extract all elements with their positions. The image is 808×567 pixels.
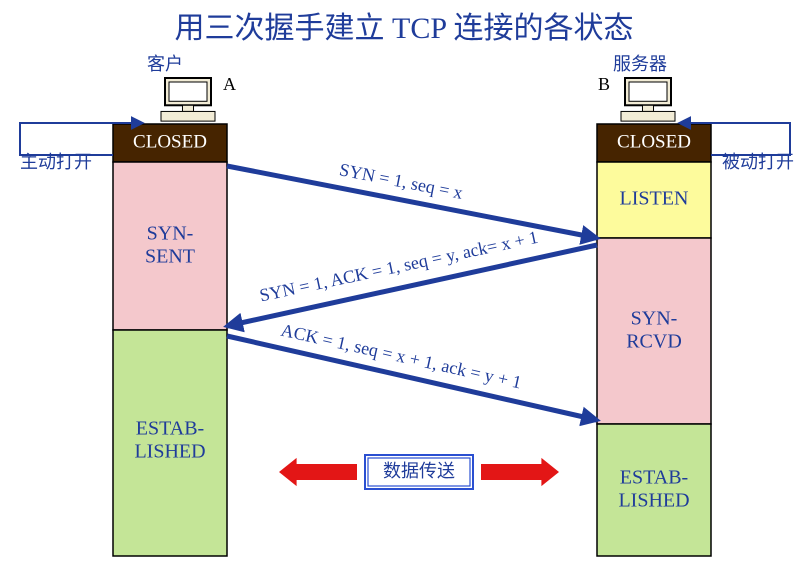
client-state-0: CLOSED [113,124,227,162]
client-state-1-label: SENT [145,246,195,268]
server-state-3-label: LISHED [618,490,689,512]
server-state-2-label: RCVD [626,331,682,353]
server-state-0-label: CLOSED [617,131,691,152]
computer-icon [621,78,675,121]
client-state-2: ESTAB-LISHED [113,330,227,556]
server-open-label: 被动打开 [722,152,794,172]
client-state-1: SYN-SENT [113,162,227,330]
server-state-3-label: ESTAB- [620,467,688,489]
server-state-1: LISTEN [597,162,711,238]
client-state-2-label: LISHED [134,441,205,463]
data-transfer-arrow-right [481,458,559,486]
client-label: 客户 [147,54,183,74]
server-state-3: ESTAB-LISHED [597,424,711,556]
server-state-2-label: SYN- [631,308,678,330]
client-state-2-label: ESTAB- [136,418,204,440]
client-state-0-label: CLOSED [133,131,207,152]
data-transfer-arrow-left [279,458,357,486]
client-open-label: 主动打开 [20,152,92,172]
client-state-1-label: SYN- [147,223,194,245]
data-transfer-label: 数据传送 [383,461,455,481]
server-state-1-label: LISTEN [620,188,689,210]
server-label: 服务器 [613,54,667,74]
server-letter: B [598,74,610,94]
client-letter: A [223,74,236,94]
server-state-2: SYN-RCVD [597,238,711,424]
computer-icon [161,78,215,121]
message-label-0: SYN = 1, seq = x [338,159,465,203]
server-state-0: CLOSED [597,124,711,162]
diagram-title: 用三次握手建立 TCP 连接的各状态 [175,12,634,45]
